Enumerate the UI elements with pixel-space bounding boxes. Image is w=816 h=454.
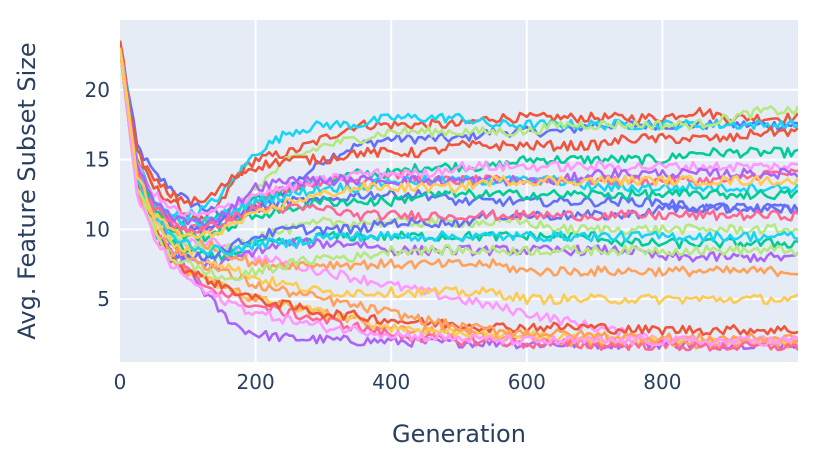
series-lines bbox=[120, 40, 798, 352]
x-axis-title: Generation bbox=[392, 420, 526, 448]
series-line bbox=[120, 47, 798, 282]
x-tick-label: 0 bbox=[114, 370, 127, 394]
series-line bbox=[120, 47, 798, 262]
series-line bbox=[120, 40, 798, 223]
y-tick-label: 15 bbox=[85, 148, 110, 172]
series-line bbox=[120, 47, 798, 348]
series-line bbox=[120, 47, 798, 234]
y-tick-label: 10 bbox=[85, 217, 110, 241]
series-line bbox=[120, 47, 798, 243]
y-tick-label: 5 bbox=[97, 287, 110, 311]
y-axis-title: Avg. Feature Subset Size bbox=[13, 42, 41, 339]
series-line bbox=[120, 47, 798, 239]
x-tick-label: 200 bbox=[237, 370, 275, 394]
series-line bbox=[120, 47, 798, 257]
y-axis-ticks: 5 10 15 20 bbox=[85, 78, 110, 311]
series-line bbox=[120, 47, 798, 278]
series-line bbox=[120, 40, 798, 222]
x-tick-label: 600 bbox=[508, 370, 546, 394]
series-line bbox=[120, 47, 798, 306]
x-tick-label: 400 bbox=[372, 370, 410, 394]
x-tick-label: 800 bbox=[643, 370, 681, 394]
y-tick-label: 20 bbox=[85, 78, 110, 102]
series-line bbox=[120, 40, 798, 206]
x-axis-ticks: 0 200 400 600 800 bbox=[114, 370, 682, 394]
series-line bbox=[120, 47, 798, 352]
series-line bbox=[120, 47, 798, 229]
